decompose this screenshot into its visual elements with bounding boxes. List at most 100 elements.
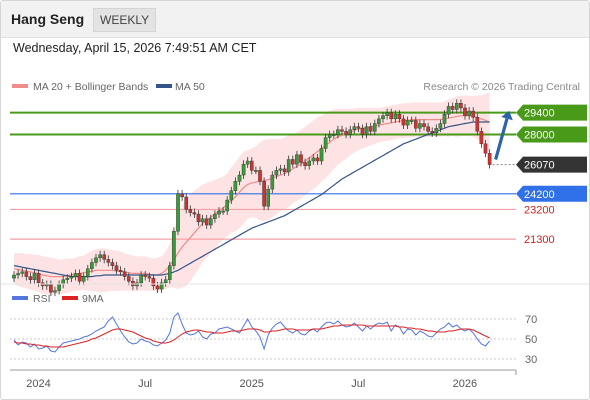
candle-body xyxy=(208,218,213,226)
level-tag-29400: 29400 xyxy=(524,108,555,120)
candle xyxy=(352,122,357,134)
level-tag-21300: 21300 xyxy=(524,234,555,246)
candle-body xyxy=(311,157,316,162)
candle-body xyxy=(254,170,258,172)
candle xyxy=(278,164,283,175)
candle-body xyxy=(213,213,217,219)
rsi-legend-swatch xyxy=(12,296,28,300)
candle-body xyxy=(139,274,143,284)
candle xyxy=(311,153,316,165)
candle xyxy=(143,271,148,281)
candle-body xyxy=(28,276,33,280)
candle xyxy=(266,185,271,211)
ma50-line xyxy=(13,121,490,278)
rsi-tick-50: 50 xyxy=(525,334,537,346)
candles xyxy=(12,99,492,297)
candle-body xyxy=(122,271,127,277)
candle-body xyxy=(397,113,402,120)
candle-body xyxy=(401,118,406,126)
rsi-legend: RSI 9MA xyxy=(12,293,104,305)
candle-body xyxy=(274,170,279,176)
candle xyxy=(385,108,389,120)
candle-body xyxy=(344,131,348,135)
candle-body xyxy=(295,154,299,165)
level-tag-bg-29400 xyxy=(516,104,587,121)
candle-body xyxy=(126,276,131,282)
candle xyxy=(348,125,353,139)
candle xyxy=(65,274,70,284)
candle xyxy=(344,127,348,139)
period-badge[interactable]: WEEKLY xyxy=(93,8,157,32)
candle xyxy=(450,102,455,114)
candle xyxy=(90,258,94,273)
candle-body xyxy=(81,276,86,282)
candle xyxy=(438,119,443,133)
candle-body xyxy=(196,213,201,223)
candle xyxy=(12,271,16,283)
candle-body xyxy=(110,262,115,266)
candle-body xyxy=(286,159,291,173)
candle xyxy=(69,272,74,283)
candle-body xyxy=(163,279,168,284)
candle-body xyxy=(463,107,467,116)
candle-body xyxy=(221,210,225,213)
candle-body xyxy=(167,265,172,280)
candle-body xyxy=(53,290,57,293)
candle xyxy=(360,124,365,139)
candle-body xyxy=(393,113,398,120)
candle-body xyxy=(262,181,266,207)
candle xyxy=(81,272,86,286)
candle xyxy=(418,119,422,133)
candle xyxy=(16,269,20,279)
price-levels xyxy=(10,111,516,240)
level-tag-28000: 28000 xyxy=(524,129,555,141)
candle xyxy=(73,269,78,281)
candle-body xyxy=(340,129,344,132)
candle-body xyxy=(20,271,25,274)
candle-body xyxy=(237,174,242,182)
candle-body xyxy=(69,276,74,279)
candle-body xyxy=(12,274,16,279)
candle xyxy=(188,205,193,217)
candle-body xyxy=(98,254,102,259)
level-tag-26070: 26070 xyxy=(524,160,555,172)
candle-body xyxy=(414,120,418,129)
candle-body xyxy=(385,112,389,116)
candle xyxy=(315,153,320,165)
candle xyxy=(208,214,213,229)
candle xyxy=(368,122,373,136)
candle xyxy=(233,177,238,195)
candle xyxy=(126,272,131,286)
ma9-legend-swatch xyxy=(62,296,78,300)
candle xyxy=(377,114,381,128)
candle-body xyxy=(352,126,357,130)
candle-body xyxy=(438,123,443,129)
candle-body xyxy=(85,268,90,277)
candle-body xyxy=(241,163,246,176)
candle xyxy=(85,264,90,281)
level-tag-23200: 23200 xyxy=(524,204,555,216)
candle xyxy=(483,139,488,158)
candle-body xyxy=(147,276,152,279)
candle-body xyxy=(225,199,230,212)
candle-body xyxy=(467,110,471,116)
candle xyxy=(332,130,336,139)
candle-body xyxy=(176,193,180,232)
candle-body xyxy=(270,174,275,190)
candle xyxy=(225,196,230,215)
candle xyxy=(229,186,234,204)
candle xyxy=(409,116,414,125)
candle-body xyxy=(32,273,37,280)
candle xyxy=(122,267,127,281)
candle xyxy=(405,116,410,130)
candle-body xyxy=(188,209,193,213)
candle xyxy=(471,107,476,122)
candle xyxy=(291,155,295,169)
rsi-line xyxy=(13,312,490,353)
candle-body xyxy=(381,115,385,120)
projection-arrow-shaft xyxy=(494,118,509,161)
candle xyxy=(176,189,180,236)
candle xyxy=(282,164,287,176)
candle-body xyxy=(303,162,307,166)
candle xyxy=(434,124,439,137)
